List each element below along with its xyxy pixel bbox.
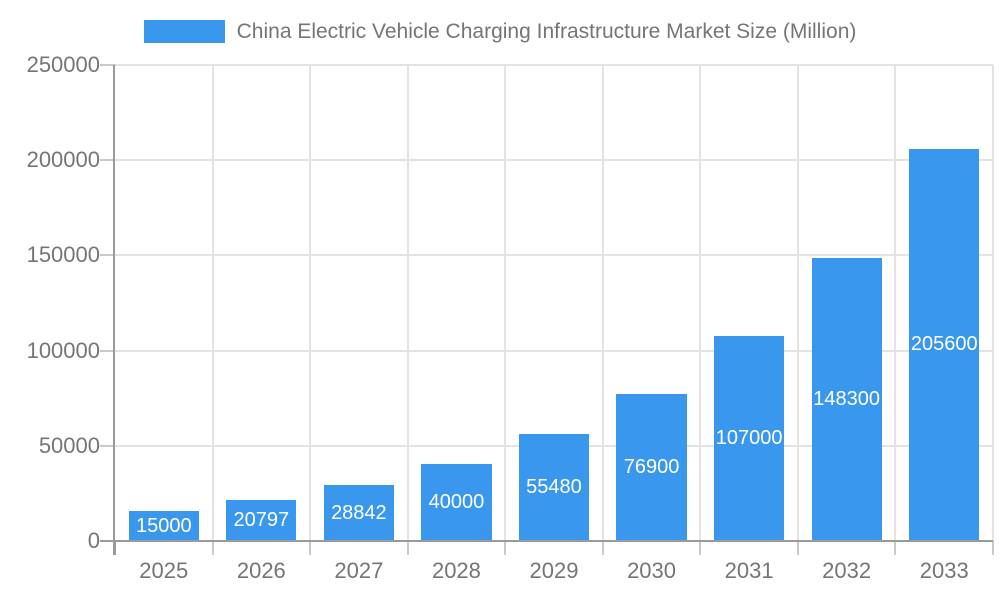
x-axis-tick-label: 2026 — [236, 558, 286, 583]
x-axis-tick — [309, 541, 312, 555]
bar-value-label: 15000 — [135, 514, 192, 537]
gridline-horizontal — [115, 254, 993, 257]
gridline-vertical — [992, 65, 994, 541]
y-axis-tick — [100, 254, 115, 257]
bar-2026: 20797 — [226, 500, 297, 540]
x-axis-tick — [796, 541, 799, 555]
x-axis-line — [100, 540, 993, 542]
chart-legend-item[interactable]: China Electric Vehicle Charging Infrastr… — [0, 18, 1000, 45]
x-axis-tick — [894, 541, 897, 555]
bar-value-label: 40000 — [428, 490, 485, 513]
bar-2030: 76900 — [616, 393, 687, 540]
y-axis-tick-label: 50000 — [38, 432, 100, 458]
bar-value-label: 76900 — [623, 455, 680, 478]
gridline-vertical — [309, 65, 312, 541]
x-axis-tick — [699, 541, 702, 555]
gridline-vertical — [211, 65, 214, 541]
gridline-vertical — [504, 65, 507, 541]
y-axis-tick — [100, 444, 115, 447]
gridline-vertical — [699, 65, 702, 541]
legend-swatch-icon — [143, 20, 225, 43]
x-axis-tick-label: 2033 — [919, 558, 969, 583]
x-axis-tick-label: 2032 — [822, 558, 872, 583]
y-axis-tick-label: 150000 — [26, 242, 100, 268]
y-axis-tick-label: 0 — [87, 528, 100, 553]
bar-2025: 15000 — [128, 511, 199, 540]
bar-2032: 148300 — [811, 257, 882, 540]
y-axis-line — [113, 65, 115, 555]
gridline-horizontal — [115, 64, 993, 66]
chart-title: China Electric Vehicle Charging Infrastr… — [236, 20, 857, 43]
bar-2028: 40000 — [421, 463, 492, 540]
gridline-horizontal — [115, 349, 993, 352]
x-axis-tick-label: 2027 — [334, 558, 384, 583]
x-axis-tick — [992, 541, 994, 555]
y-axis-tick — [100, 64, 115, 66]
x-axis-tick-label: 2030 — [627, 558, 677, 583]
x-axis-tick-label: 2025 — [139, 558, 189, 583]
y-axis-tick-label: 100000 — [26, 337, 100, 363]
x-axis-tick — [406, 541, 409, 555]
plot-area: 15000 20797 28842 40000 55480 76900 107000 1483… — [115, 64, 994, 541]
x-axis-tick — [114, 541, 116, 555]
bar-value-label: 148300 — [813, 387, 881, 410]
x-axis-tick-label: 2029 — [529, 558, 579, 583]
gridline-horizontal — [115, 159, 993, 162]
bar-value-label: 107000 — [715, 427, 783, 450]
y-axis-tick — [100, 159, 115, 162]
bar-2027: 28842 — [323, 485, 394, 540]
y-axis-tick-label: 250000 — [26, 52, 100, 77]
bar-value-label: 55480 — [526, 476, 582, 499]
bar-value-label: 20797 — [233, 509, 290, 532]
x-axis-tick — [211, 541, 214, 555]
gridline-vertical — [601, 65, 604, 541]
x-axis-tick-label: 2031 — [724, 558, 774, 583]
bar-2031: 107000 — [713, 336, 785, 540]
gridline-vertical — [406, 65, 409, 541]
bar-value-label: 28842 — [331, 501, 387, 524]
gridline-vertical — [796, 65, 799, 541]
y-axis-tick-label: 200000 — [26, 147, 100, 173]
bar-2029: 55480 — [518, 434, 590, 540]
x-axis-tick-label: 2028 — [431, 558, 481, 583]
x-axis-tick — [601, 541, 604, 555]
bar-value-label: 205600 — [910, 333, 978, 356]
bar-2033: 205600 — [909, 148, 980, 540]
x-axis-tick — [504, 541, 507, 555]
y-axis-tick — [100, 349, 115, 352]
gridline-vertical — [894, 65, 897, 541]
